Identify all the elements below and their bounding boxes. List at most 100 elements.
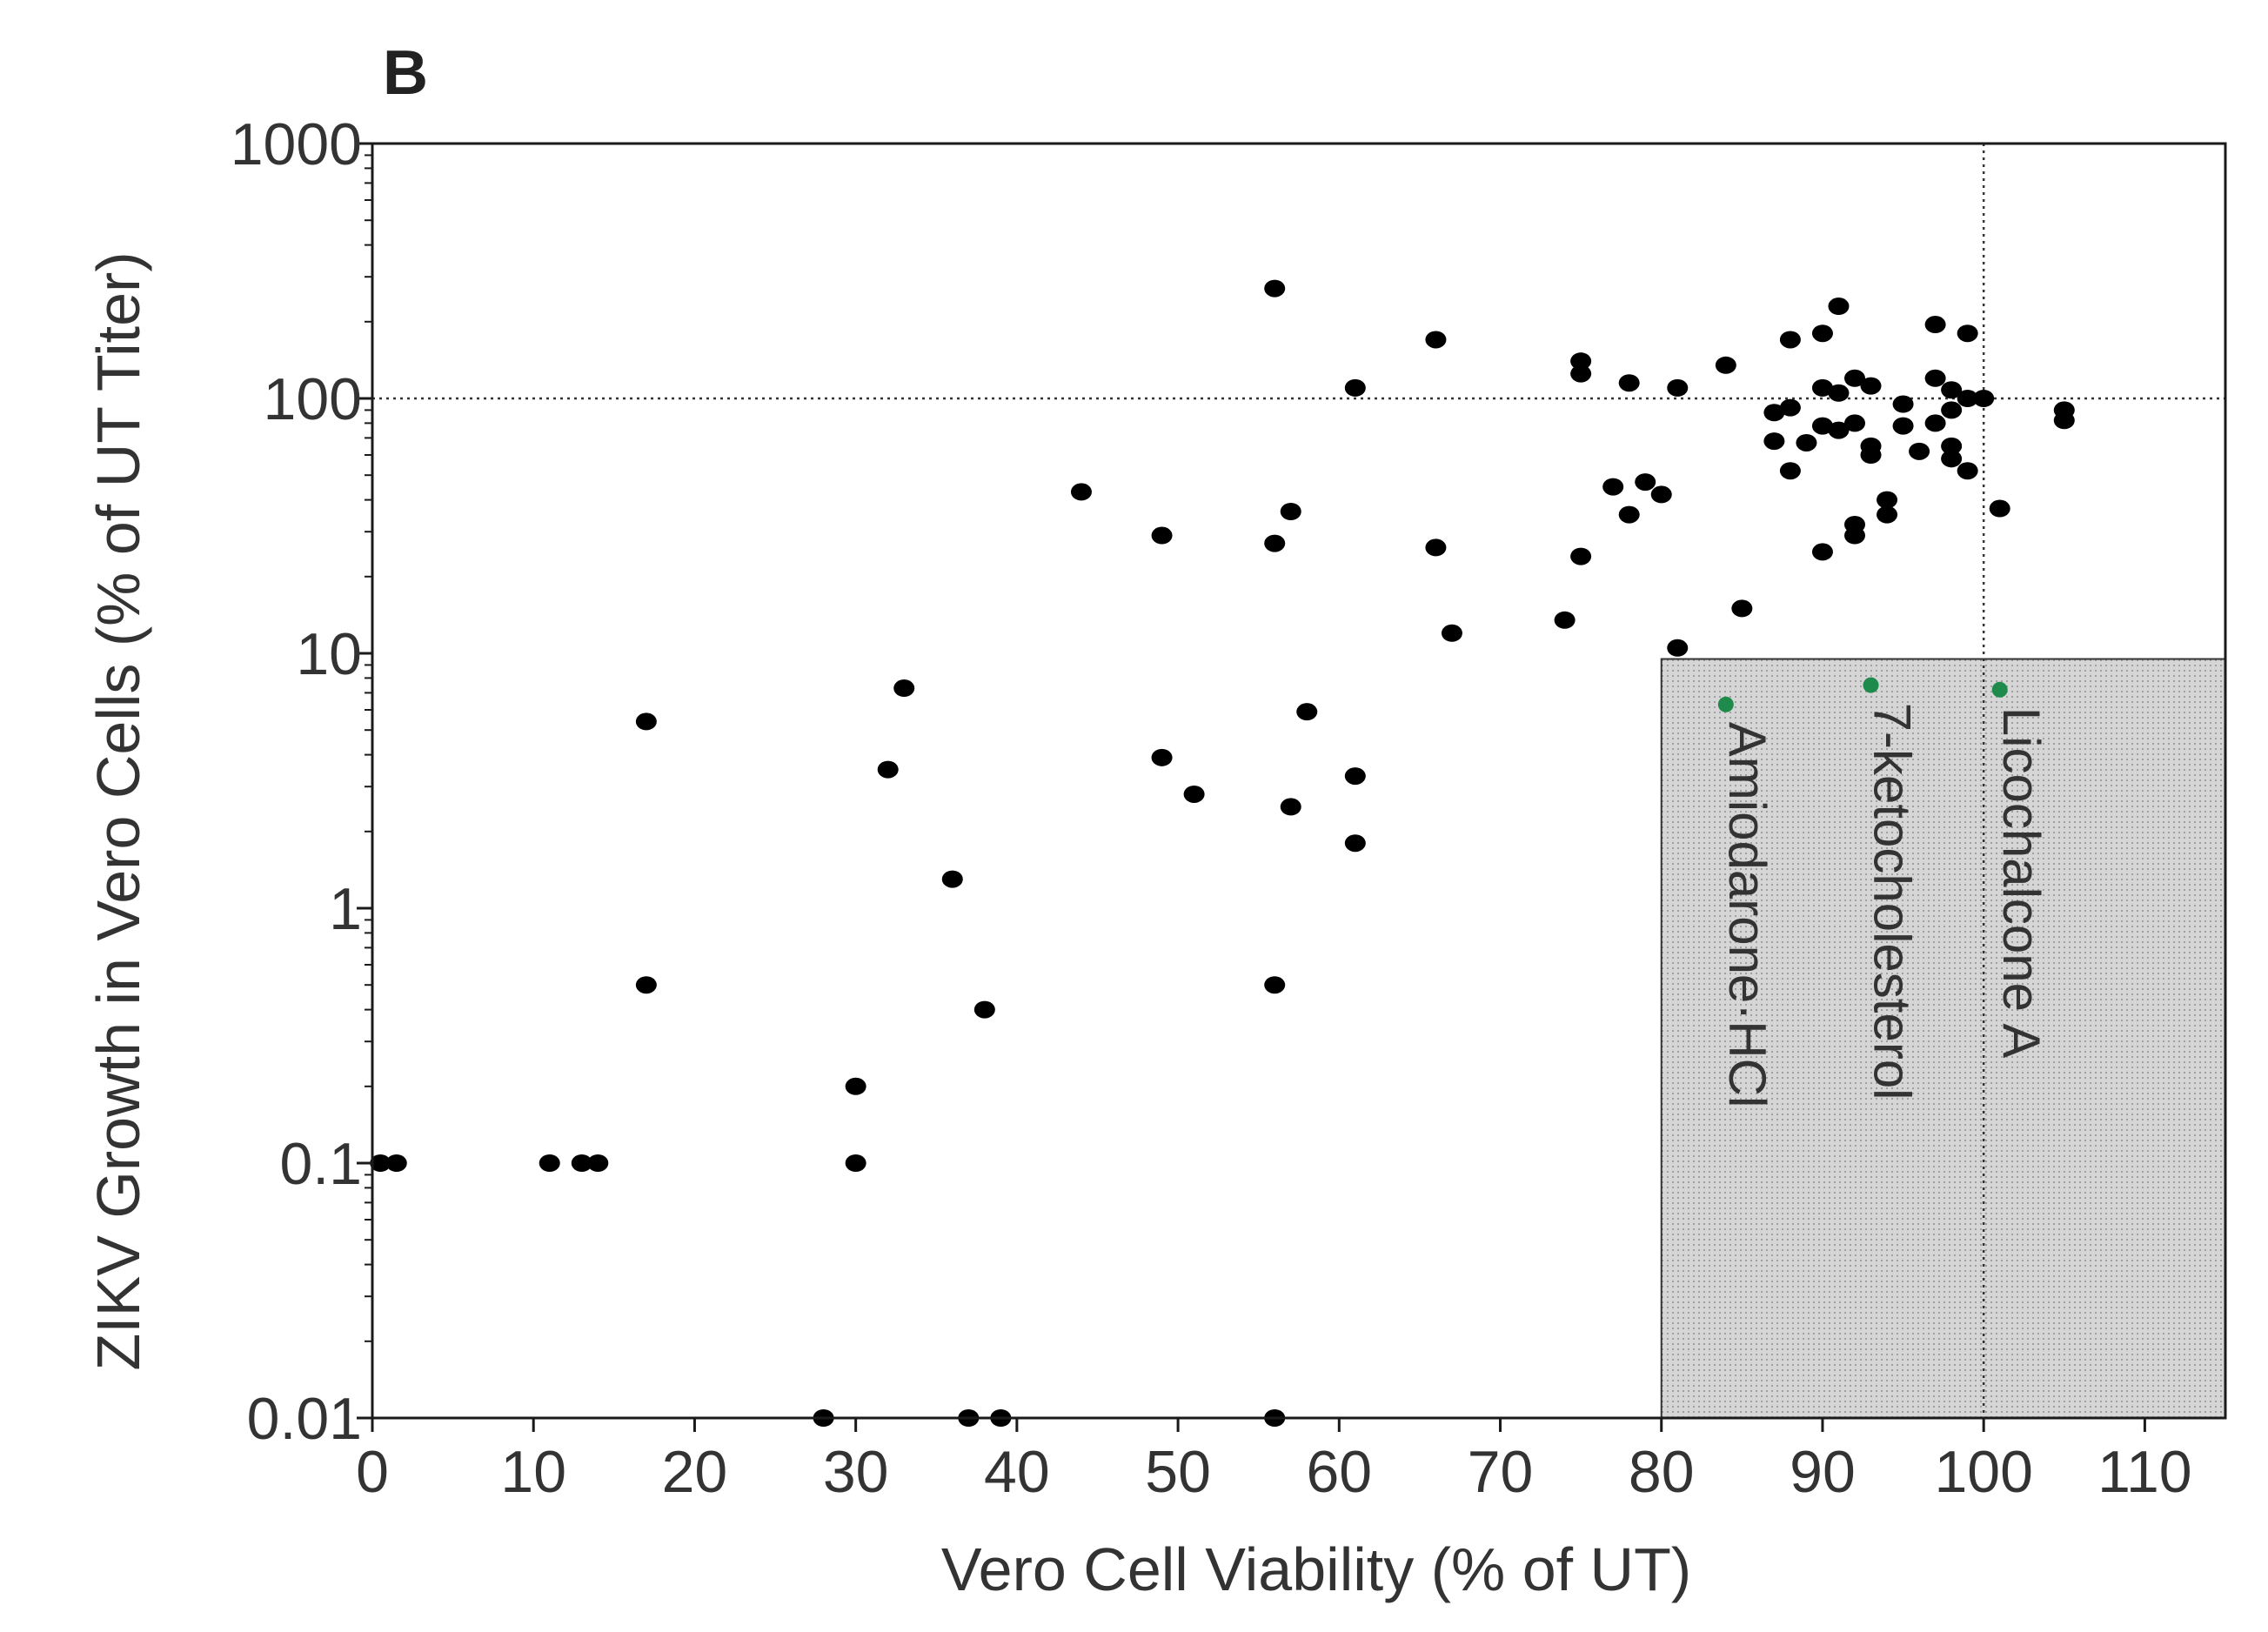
data-point [1264,279,1286,298]
data-point [1844,526,1865,545]
x-tick-label: 0 [356,1439,389,1505]
x-tick-label: 110 [2097,1439,2191,1505]
data-point [1941,381,1963,399]
data-point [1667,639,1689,657]
reference-lines-layer [372,144,2225,1418]
data-point [2053,411,2075,430]
data-point [1924,414,1946,432]
data-point [1779,331,1801,349]
data-point [845,1154,866,1172]
data-point [1828,421,1850,439]
data-point [1892,417,1914,435]
panel-label: B [383,38,428,108]
data-point [1779,462,1801,480]
data-point [1296,703,1318,721]
x-tick-label: 70 [1468,1439,1534,1505]
data-point [1811,324,1833,343]
data-point [1811,378,1833,397]
x-tick-label: 30 [823,1439,889,1505]
annotation-label: Amiodarone·HCl [1718,722,1776,1108]
data-point [941,870,963,888]
highlighted-point [1991,681,2008,698]
annotations-layer: Amiodarone·HCl 7-ketocholesterol Licochalc… [1717,677,2051,1108]
data-point [1344,767,1366,786]
y-tick-label: 0.01 [247,1386,362,1452]
data-point [1618,505,1640,524]
x-tick-label: 20 [662,1439,728,1505]
data-point [1924,316,1946,334]
data-point [1844,369,1865,387]
x-tick-label: 100 [1934,1439,2032,1505]
y-tick-label: 10 [296,621,362,687]
data-point [1425,331,1447,349]
data-point [1602,478,1624,496]
data-point [1811,543,1833,561]
annotation-label: Licochalcone A [1992,707,2051,1059]
data-point [1151,526,1173,545]
highlighted-point [1863,677,1879,693]
data-point [1941,437,1963,455]
data-point [1957,390,1978,407]
highlighted-point [1717,696,1734,712]
data-point [973,1000,995,1019]
data-point [1844,414,1865,432]
data-point [1941,450,1963,468]
x-tick-label: 90 [1790,1439,1856,1505]
data-point [893,679,915,698]
data-point [1715,356,1736,374]
data-point [1570,547,1592,565]
x-tick-label: 80 [1629,1439,1695,1505]
data-point [845,1077,866,1095]
data-point [1731,599,1753,618]
data-point [1344,834,1366,853]
highlight-region-layer [1660,658,2226,1419]
data-point [571,1154,592,1172]
data-point [1763,404,1785,422]
x-tick-label: 40 [984,1439,1050,1505]
data-point [1957,324,1978,343]
data-point [1909,442,1930,460]
data-point [385,1154,407,1172]
x-axis-title: Vero Cell Viability (% of UT) [941,1535,1691,1603]
data-point [1618,374,1640,392]
data-point [1877,491,1898,509]
y-tick-label: 1000 [231,111,362,177]
data-point [1892,395,1914,413]
data-point [1924,369,1946,387]
data-point [877,760,899,779]
data-point [1264,976,1286,994]
data-point [635,976,657,994]
highlight-region [1660,658,2226,1419]
data-point [1811,417,1833,435]
data-points-layer [370,279,2075,1427]
data-point [1667,378,1689,397]
y-tick-label: 0.1 [279,1131,362,1197]
x-tick-label: 60 [1306,1439,1372,1505]
data-point [1877,505,1898,524]
y-axis-title: ZIKV Growth in Vero Cells (% of UT Titer… [84,251,152,1370]
x-tick-label: 10 [500,1439,566,1505]
data-point [1264,534,1286,552]
data-point [1779,398,1801,417]
data-point [370,1154,391,1172]
data-point [1860,446,1882,465]
data-point [1280,503,1301,521]
data-point [1554,611,1576,629]
y-axis: 0.01 0.1 1 10 100 1000 [231,111,372,1452]
data-point [1763,432,1785,451]
data-point [635,712,657,731]
annotation-label: 7-ketocholesterol [1863,703,1922,1100]
data-point [1570,365,1592,383]
data-point [1183,785,1205,803]
data-point [1828,298,1850,316]
x-axis: 0 10 20 30 40 50 60 70 80 90 100 110 [356,1418,2192,1505]
data-point [1941,401,1963,419]
y-tick-label: 100 [264,366,362,432]
data-point [1973,390,1995,407]
data-point [1957,462,1978,480]
data-point [1425,538,1447,557]
data-point [1344,378,1366,397]
data-point [587,1154,609,1172]
data-point [1280,798,1301,816]
